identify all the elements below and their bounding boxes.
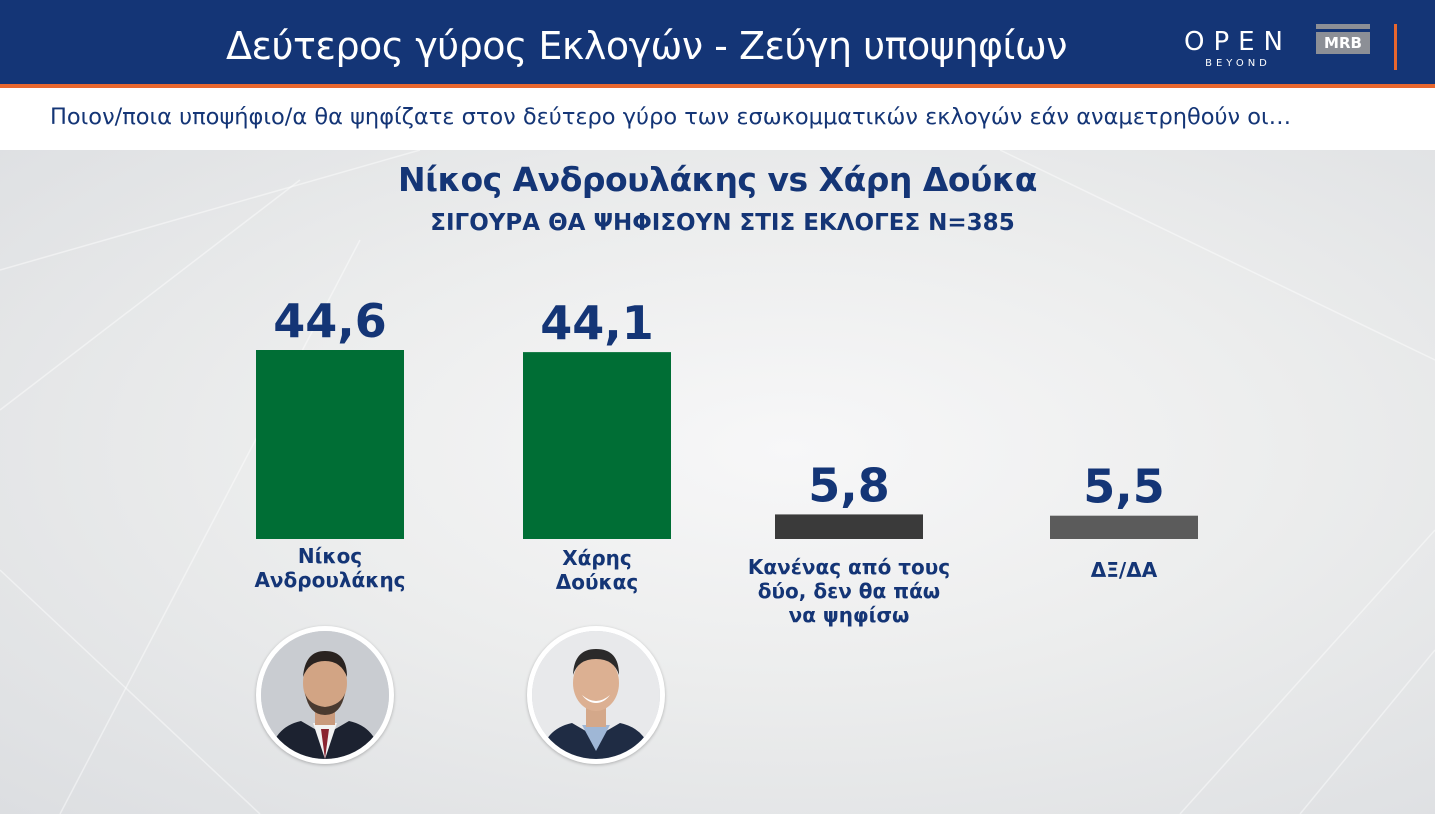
category-label-line: Κανένας από τους: [747, 555, 951, 579]
category-label-line: Νίκος: [297, 544, 363, 568]
logo-separator: [1394, 24, 1397, 70]
category-label-line: ΔΞ/ΔΑ: [1090, 558, 1158, 582]
header-accent-line: [0, 84, 1435, 88]
bar-value-label-3: 5,8: [808, 458, 890, 512]
open-beyond-logo: OPEN BEYOND: [1183, 28, 1293, 72]
chart-subtitle: ΣΙΓΟΥΡΑ ΘΑ ΨΗΦΙΣΟΥΝ ΣΤΙΣ ΕΚΛΟΓΕΣ N=385: [430, 210, 1015, 236]
mrb-logo: MRB: [1316, 24, 1370, 70]
candidate-doukas-photo-icon: [527, 626, 665, 764]
candidate-androulakis-photo-icon: [256, 626, 394, 764]
category-label-line: Ανδρουλάκης: [254, 568, 406, 592]
background-decoration: [0, 150, 1435, 814]
bar-2: [523, 352, 671, 539]
open-logo-word: OPEN: [1183, 27, 1293, 57]
bar-4: [1050, 515, 1198, 539]
bar-value-label-1: 44,6: [273, 294, 387, 348]
category-label-4: ΔΞ/ΔΑ: [994, 558, 1254, 582]
chart-title: Νίκος Ανδρουλάκης vs Χάρη Δούκα: [398, 160, 1037, 199]
question-band: [0, 88, 1435, 150]
header-bar: [0, 0, 1435, 84]
category-label-1: Νίκος Ανδρουλάκης: [200, 544, 460, 592]
category-label-line: Χάρης: [562, 546, 632, 570]
category-label-line: να ψηφίσω: [788, 603, 910, 627]
category-label-2: Χάρης Δούκας: [467, 546, 727, 594]
page-title: Δεύτερος γύρος Εκλογών - Ζεύγη υποψηφίων: [226, 24, 1067, 68]
category-label-line: Δούκας: [555, 570, 639, 594]
bar-3: [775, 514, 923, 539]
mrb-logo-bar: [1316, 24, 1370, 29]
bar-value-label-4: 5,5: [1083, 460, 1165, 514]
category-label-3: Κανένας από τους δύο, δεν θα πάω να ψηφίσω: [719, 555, 979, 627]
bar-1: [256, 350, 404, 539]
category-label-line: δύο, δεν θα πάω: [757, 579, 941, 603]
bar-value-label-2: 44,1: [540, 296, 654, 350]
mrb-logo-text: MRB: [1316, 32, 1370, 54]
survey-question: Ποιον/ποια υποψήφιο/α θα ψηφίζατε στον δ…: [50, 104, 1292, 130]
open-logo-sub: BEYOND: [1205, 58, 1271, 69]
chart-background: [0, 150, 1435, 814]
